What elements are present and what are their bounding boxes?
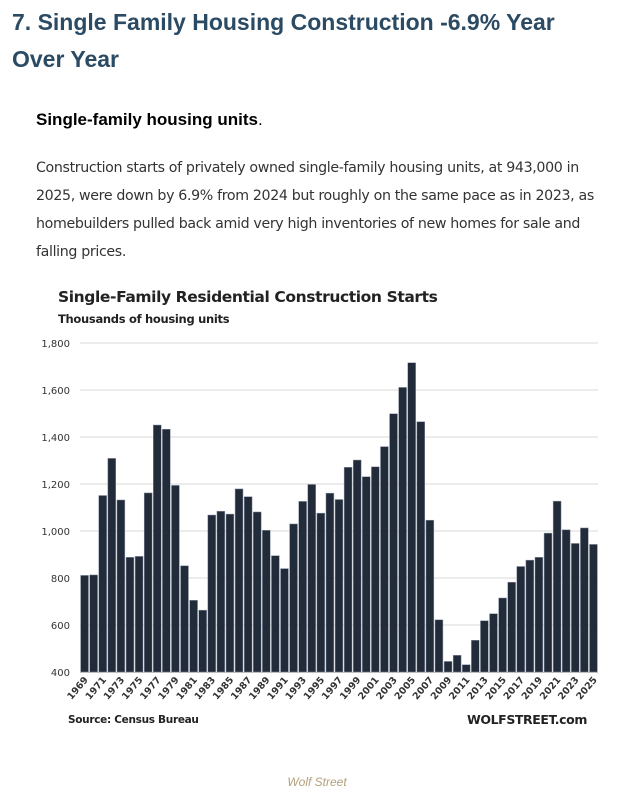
y-tick-label: 1,800 bbox=[41, 339, 70, 350]
section-subheading: Single-family housing units. bbox=[36, 110, 263, 130]
bar-1970 bbox=[89, 574, 98, 673]
bar-2010 bbox=[452, 655, 462, 673]
bar-1995 bbox=[316, 512, 326, 673]
chart-subtitle: Thousands of housing units bbox=[58, 312, 230, 326]
bar-2001 bbox=[371, 466, 380, 673]
y-tick-label: 800 bbox=[51, 574, 70, 585]
y-axis: 400 600 800 1,000 1,200 1,400 1,600 1,800 bbox=[41, 339, 70, 679]
bar-2002 bbox=[380, 446, 389, 673]
bar-1999 bbox=[352, 459, 362, 673]
bar-2021 bbox=[552, 500, 562, 673]
bar-2023 bbox=[571, 543, 580, 673]
bar-2007 bbox=[425, 519, 435, 673]
bar-1984 bbox=[216, 511, 226, 673]
chart-source: Source: Census Bureau bbox=[68, 714, 199, 726]
chart-title: Single-Family Residential Construction S… bbox=[58, 288, 438, 306]
x-tick-label: 2025 bbox=[574, 675, 599, 702]
y-tick-label: 1,600 bbox=[41, 386, 70, 397]
bar-1996 bbox=[325, 492, 335, 673]
bar-2017 bbox=[516, 566, 525, 673]
bar-2006 bbox=[416, 421, 425, 673]
bar-2004 bbox=[398, 387, 407, 673]
bar-2013 bbox=[480, 620, 489, 673]
bar-1985 bbox=[225, 513, 235, 673]
bar-2016 bbox=[507, 581, 516, 673]
bar-1979 bbox=[171, 485, 180, 673]
chart-brand: WOLFSTREET.com bbox=[467, 712, 587, 727]
bar-2022 bbox=[562, 529, 571, 673]
bar-1974 bbox=[125, 557, 135, 673]
bar-2018 bbox=[525, 559, 535, 673]
y-tick-label: 600 bbox=[51, 621, 70, 632]
bar-1994 bbox=[307, 484, 316, 673]
y-tick-label: 400 bbox=[51, 668, 70, 679]
bar-2014 bbox=[489, 613, 498, 673]
bar-1973 bbox=[116, 499, 126, 673]
bar-2000 bbox=[362, 476, 371, 673]
bar-2024 bbox=[580, 527, 589, 673]
bar-1988 bbox=[253, 511, 262, 673]
bar-1971 bbox=[98, 495, 107, 673]
bar-1982 bbox=[198, 609, 207, 673]
bar-1975 bbox=[134, 556, 144, 673]
bar-1969 bbox=[80, 575, 89, 673]
bar-1980 bbox=[180, 565, 189, 673]
bar-1993 bbox=[298, 501, 307, 673]
bar-2011 bbox=[462, 664, 471, 673]
bar-2008 bbox=[434, 619, 444, 673]
bar-2020 bbox=[543, 532, 553, 673]
bar-1981 bbox=[189, 600, 198, 673]
bar-2015 bbox=[498, 597, 507, 673]
article-paragraph: Construction starts of privately owned s… bbox=[36, 160, 594, 260]
y-tick-label: 1,000 bbox=[41, 527, 70, 538]
bar-1983 bbox=[207, 514, 216, 673]
y-tick-label: 1,200 bbox=[41, 480, 70, 491]
bar-2012 bbox=[471, 640, 480, 673]
bar-1987 bbox=[243, 496, 253, 673]
image-caption: Wolf Street bbox=[287, 775, 347, 789]
bar-2003 bbox=[389, 413, 398, 673]
y-tick-label: 1,400 bbox=[41, 433, 70, 444]
bar-1998 bbox=[343, 467, 353, 673]
article-heading: 7. Single Family Housing Construction -6… bbox=[12, 9, 555, 72]
bar-1992 bbox=[289, 523, 298, 673]
bar-2025 bbox=[589, 544, 598, 673]
bar-1972 bbox=[107, 458, 117, 673]
bar-1997 bbox=[334, 499, 344, 673]
bar-1976 bbox=[143, 492, 153, 673]
bar-2005 bbox=[407, 362, 416, 673]
bar-1990 bbox=[271, 555, 280, 673]
bar-chart: 400 600 800 1,000 1,200 1,400 1,600 1,800 19691… bbox=[41, 339, 600, 702]
bar-2019 bbox=[534, 557, 544, 673]
bars bbox=[80, 362, 598, 673]
bar-2009 bbox=[443, 661, 453, 673]
bar-1986 bbox=[234, 488, 244, 673]
bar-1978 bbox=[162, 429, 171, 673]
subheading-punct: . bbox=[257, 110, 263, 129]
bar-1977 bbox=[153, 424, 162, 673]
subheading-text: Single-family housing units bbox=[36, 110, 258, 129]
x-axis: 1969197119731975197719791981198319851987… bbox=[65, 672, 600, 702]
bar-1989 bbox=[262, 530, 271, 673]
bar-1991 bbox=[280, 568, 289, 673]
